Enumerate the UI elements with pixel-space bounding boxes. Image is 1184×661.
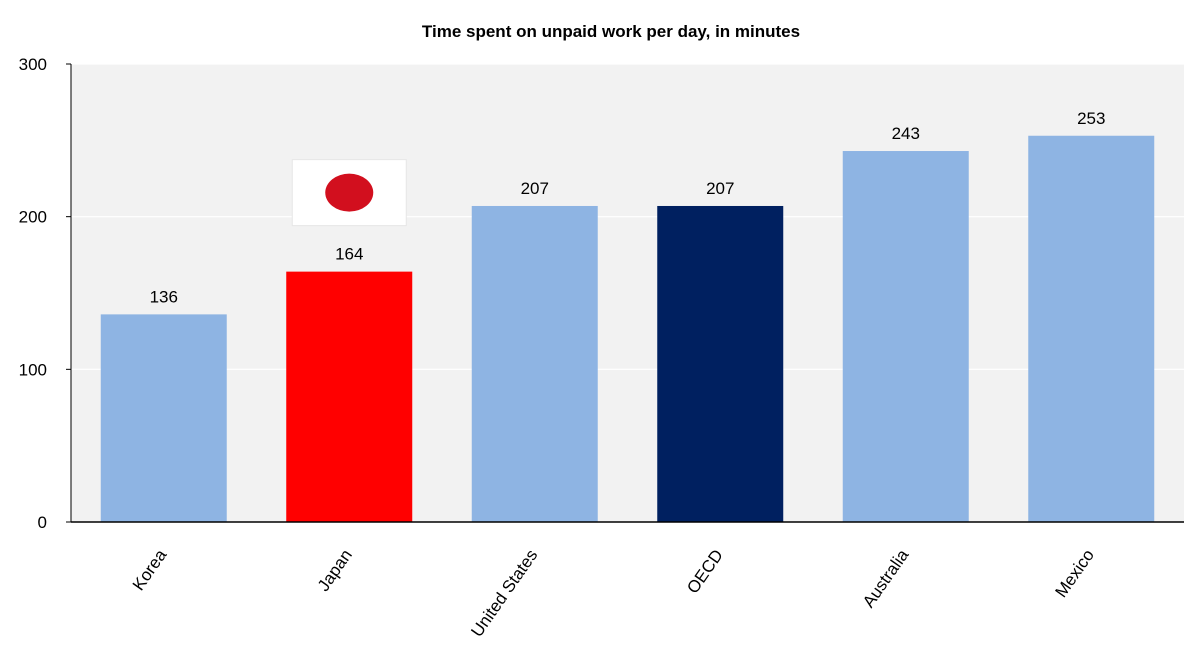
y-tick-label-0: 0 bbox=[38, 513, 47, 532]
x-tick-label-oecd: OECD bbox=[683, 546, 727, 597]
data-label-oecd: 207 bbox=[706, 179, 734, 198]
bar-mexico bbox=[1028, 135, 1155, 522]
bar-united-states bbox=[471, 205, 598, 523]
data-label-australia: 243 bbox=[892, 124, 920, 143]
y-tick-label-100: 100 bbox=[19, 360, 47, 379]
y-tick-label-300: 300 bbox=[19, 55, 47, 74]
data-label-japan: 164 bbox=[335, 245, 363, 264]
x-tick-label-mexico: Mexico bbox=[1051, 546, 1097, 601]
bar-australia bbox=[842, 151, 969, 522]
axes bbox=[66, 63, 1184, 523]
annotations bbox=[291, 159, 407, 227]
plot-area bbox=[71, 64, 1184, 522]
flag-disc bbox=[325, 173, 374, 212]
y-tick-label-200: 200 bbox=[19, 208, 47, 227]
bar-oecd bbox=[657, 205, 784, 523]
data-label-korea: 136 bbox=[150, 287, 178, 306]
x-tick-label-australia: Australia bbox=[859, 546, 913, 612]
bars bbox=[100, 135, 1155, 523]
chart-title: Time spent on unpaid work per day, in mi… bbox=[422, 22, 800, 41]
data-label-mexico: 253 bbox=[1077, 109, 1105, 128]
bar-japan bbox=[286, 271, 413, 522]
x-tick-label-korea: Korea bbox=[129, 546, 171, 595]
japan-flag-icon bbox=[291, 159, 407, 227]
x-tick-label-japan: Japan bbox=[314, 546, 356, 595]
x-tick-label-united-states: United States bbox=[467, 546, 541, 641]
bar-korea bbox=[100, 314, 227, 522]
data-label-united-states: 207 bbox=[521, 179, 549, 198]
gridlines bbox=[71, 63, 1184, 370]
